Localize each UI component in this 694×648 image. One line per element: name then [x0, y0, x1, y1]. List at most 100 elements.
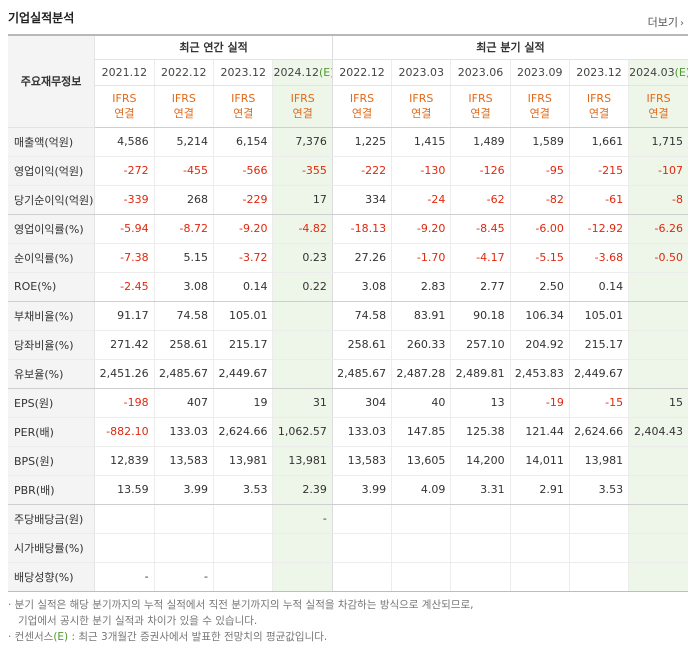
table-cell: -8.45: [450, 214, 511, 244]
table-cell: 105.01: [213, 301, 273, 331]
table-cell: -8.72: [153, 214, 214, 244]
table-cell: 2,404.43: [628, 417, 688, 447]
table-cell: 3.53: [213, 475, 273, 505]
period-header: 2023.09: [509, 59, 570, 86]
table-row: 영업이익률(%) -5.94 -8.72 -9.20 -4.82 -18.13 -9.20-…: [8, 214, 688, 244]
table-row: 매출액(억원) 4,586 5,214 6,154 7,376 1,225 1,415 1,4…: [8, 127, 688, 157]
table-cell: -: [272, 504, 333, 534]
table-cell: [509, 533, 570, 563]
basis-header: IFRS 연결: [568, 85, 629, 128]
table-cell: -455: [153, 156, 214, 186]
table-cell: 13,583: [153, 446, 214, 476]
table-cell: 2,453.83: [509, 359, 570, 389]
more-link[interactable]: 더보기 ›: [648, 14, 684, 30]
table-cell: 5.15: [153, 243, 214, 273]
table-cell: 133.03: [153, 417, 214, 447]
basis-header: IFRS 연결: [391, 85, 451, 128]
basis-ifrs: IFRS: [646, 92, 671, 105]
table-cell: 2,624.66: [213, 417, 273, 447]
table-cell: 83.91: [391, 301, 451, 331]
table-cell: 271.42: [94, 330, 155, 360]
table-cell: 1,589: [509, 127, 570, 157]
table-cell: [213, 562, 273, 592]
table-cell: -229: [213, 185, 273, 215]
table-row: BPS(원) 12,839 13,583 13,981 13,981 13,583 13,6…: [8, 446, 688, 476]
basis-header: IFRS 연결: [213, 85, 273, 128]
table-cell: [391, 533, 451, 563]
table-cell: [94, 533, 155, 563]
table-cell: 4.09: [391, 475, 451, 505]
table-cell: [331, 533, 392, 563]
group-annual: 최근 연간 실적: [94, 35, 333, 60]
basis-ifrs: IFRS: [409, 92, 434, 105]
table-cell: [568, 504, 629, 534]
table-cell: 5,214: [153, 127, 214, 157]
row-label: EPS(원): [8, 388, 96, 418]
table-cell: -4.82: [272, 214, 333, 244]
table-cell: 2,449.67: [213, 359, 273, 389]
table-cell: [331, 504, 392, 534]
footnote-2-suffix: : 최근 3개월간 증권사에서 발표한 전망치의 평균값입니다.: [68, 631, 328, 643]
table-cell: 13,981: [272, 446, 333, 476]
table-cell: [509, 504, 570, 534]
row-label: 순이익률(%): [8, 243, 96, 273]
table-cell: -272: [94, 156, 155, 186]
estimate-mark: (E): [318, 65, 332, 79]
table-cell: 4,586: [94, 127, 155, 157]
row-label: 영업이익률(%): [8, 214, 96, 244]
table-cell: 13,981: [568, 446, 629, 476]
table-cell: [628, 330, 688, 360]
table-cell: -4.17: [450, 243, 511, 273]
period-header: 2024.12(E): [272, 59, 333, 86]
more-label: 더보기: [647, 16, 678, 29]
table-cell: 14,200: [450, 446, 511, 476]
basis-ifrs: IFRS: [112, 92, 137, 105]
financial-table: 주요재무정보 최근 연간 실적 최근 분기 실적 2021.12 2022.12 2023…: [8, 34, 688, 592]
table-cell: 13,605: [391, 446, 451, 476]
table-cell: 27.26: [331, 243, 392, 273]
basis-consolidated: 연결: [588, 107, 610, 120]
table-cell: [272, 330, 333, 360]
table-cell: 260.33: [391, 330, 451, 360]
row-label: 당좌비율(%): [8, 330, 96, 360]
table-cell: -3.72: [213, 243, 273, 273]
table-cell: -6.26: [628, 214, 688, 244]
row-label: 부채비율(%): [8, 301, 96, 331]
table-cell: 0.14: [568, 272, 629, 302]
table-cell: 13,583: [331, 446, 392, 476]
row-label: PBR(배): [8, 475, 96, 505]
table-cell: 407: [153, 388, 214, 418]
basis-consolidated: 연결: [648, 107, 669, 120]
table-cell: 2,485.67: [331, 359, 392, 389]
table-cell: 12,839: [94, 446, 155, 476]
basis-ifrs: IFRS: [290, 92, 315, 105]
basis-ifrs: IFRS: [171, 92, 196, 105]
table-cell: 204.92: [509, 330, 570, 360]
table-cell: [628, 504, 688, 534]
table-cell: 2.83: [391, 272, 451, 302]
table-cell: 3.31: [450, 475, 511, 505]
row-label: 당기순이익(억원): [8, 185, 96, 215]
period-label: 2024.12: [273, 65, 319, 79]
table-cell: 215.17: [568, 330, 629, 360]
table-cell: [272, 301, 333, 331]
basis-consolidated: 연결: [233, 107, 254, 120]
table-cell: [272, 562, 333, 592]
footnotes: · 분기 실적은 해당 분기까지의 누적 실적에서 직전 분기까지의 누적 실적…: [8, 597, 688, 645]
basis-consolidated: 연결: [292, 107, 313, 120]
table-row: 유보율(%) 2,451.26 2,485.67 2,449.67 2,485.67 2,…: [8, 359, 688, 389]
table-cell: 334: [331, 185, 392, 215]
table-cell: 1,661: [568, 127, 629, 157]
period-header: 2023.06: [450, 59, 511, 86]
estimate-mark: (E): [674, 65, 688, 79]
table-row: 당기순이익(억원) -339 268 -229 17 334 -24 -62 -82 -61 -8: [8, 185, 688, 215]
table-cell: [628, 562, 688, 592]
table-cell: 105.01: [568, 301, 629, 331]
basis-ifrs: IFRS: [231, 92, 256, 105]
table-cell: [153, 504, 214, 534]
section-title: 기업실적분석: [8, 11, 75, 25]
table-row: PER(배) -882.10 133.03 2,624.66 1,062.57 133.0…: [8, 417, 688, 447]
table-cell: 106.34: [509, 301, 570, 331]
basis-ifrs: IFRS: [527, 92, 552, 105]
table-cell: -215: [568, 156, 629, 186]
